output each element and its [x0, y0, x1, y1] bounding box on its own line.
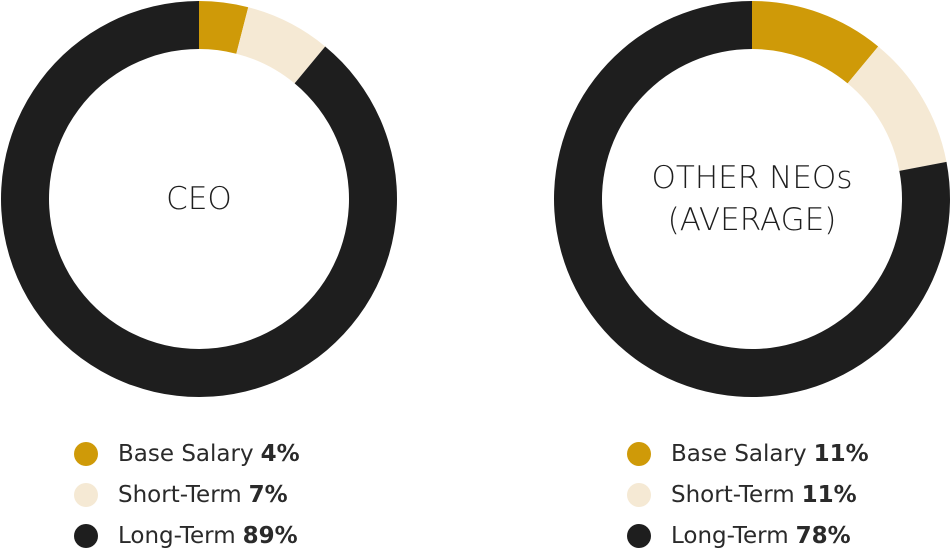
- ceo-donut: [0, 1, 397, 397]
- legend-item-long-term: Long-Term 89%: [74, 515, 394, 556]
- legend-value: 11%: [813, 440, 869, 467]
- legend-label: Base Salary: [671, 440, 807, 467]
- other-neos-slice-base-salary: [752, 1, 879, 84]
- ceo-slice-short-term: [236, 7, 326, 84]
- legend-label: Short-Term: [671, 481, 795, 508]
- legend-item-short-term: Short-Term 11%: [627, 474, 947, 515]
- legend-label: Base Salary: [118, 440, 254, 467]
- legend-item-base-salary: Base Salary 11%: [627, 433, 947, 474]
- long-term-swatch-icon: [74, 523, 98, 548]
- ceo-legend: Base Salary 4% Short-Term 7% Long-Term 8…: [74, 433, 394, 556]
- ceo-slice-base-salary: [199, 1, 249, 54]
- other-neos-donut: [554, 1, 950, 397]
- short-term-swatch-icon: [627, 482, 651, 507]
- legend-value: 78%: [795, 522, 851, 549]
- ceo-center-label-line-1: CEO: [166, 181, 232, 217]
- legend-item-short-term: Short-Term 7%: [74, 474, 394, 515]
- ceo-center-label: CEO: [49, 49, 349, 349]
- other-neos-pay-mix-chart: OTHER NEOs (AVERAGE) Base Salary 11% Sho…: [553, 0, 950, 550]
- base-salary-swatch-icon: [627, 441, 651, 466]
- other-neos-slice-short-term: [847, 46, 947, 171]
- base-salary-swatch-icon: [74, 441, 98, 466]
- legend-label: Long-Term: [118, 522, 236, 549]
- legend-label: Short-Term: [118, 481, 242, 508]
- ceo-pay-mix-chart: CEO Base Salary 4% Short-Term 7% Long-Te…: [0, 0, 398, 550]
- legend-value: 11%: [801, 481, 857, 508]
- other-neos-center-label-line-2: (AVERAGE): [667, 202, 837, 238]
- legend-value: 7%: [248, 481, 288, 508]
- other-neos-center-label-line-1: OTHER NEOs: [651, 160, 853, 196]
- legend-value: 89%: [242, 522, 298, 549]
- long-term-swatch-icon: [627, 523, 651, 548]
- legend-value: 4%: [260, 440, 300, 467]
- legend-item-long-term: Long-Term 78%: [627, 515, 947, 556]
- other-neos-center-label: OTHER NEOs (AVERAGE): [602, 49, 902, 349]
- legend-label: Long-Term: [671, 522, 789, 549]
- legend-item-base-salary: Base Salary 4%: [74, 433, 394, 474]
- short-term-swatch-icon: [74, 482, 98, 507]
- other-neos-legend: Base Salary 11% Short-Term 11% Long-Term…: [627, 433, 947, 556]
